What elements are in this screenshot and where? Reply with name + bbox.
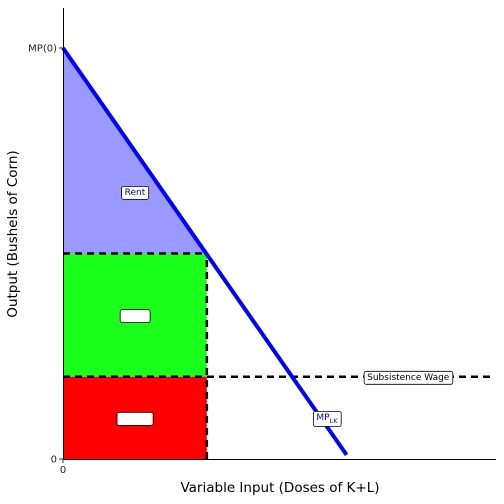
label-series-mp-subscript: LK: [330, 417, 339, 425]
label-rent-box: [121, 185, 150, 200]
label-wages: Wages: [116, 411, 154, 426]
label-series-mp-box: [312, 410, 342, 427]
y-tick-label: 0: [51, 455, 57, 466]
label-wages-text: Wages: [120, 414, 150, 424]
x-axis-title: Variable Input (Doses of K+L): [180, 480, 379, 496]
reference-lines: [63, 252, 495, 459]
label-series-mp: MPLK: [312, 410, 342, 427]
series-lines: [61, 46, 349, 457]
axes: [63, 8, 496, 460]
label-rent-text: Rent: [125, 188, 146, 198]
y-tick-label: MP(0): [28, 44, 57, 55]
label-wages-box: [116, 411, 154, 426]
label-subsistence-wage-text: Subsistence Wage: [367, 373, 450, 383]
x-tick-label: 0: [60, 465, 66, 476]
label-rent: Rent: [121, 185, 150, 200]
y-axis-title: Output (Bushels of Corn): [5, 150, 21, 317]
ticks: 0 MP(0) 0: [28, 44, 66, 477]
label-profit-text: Profit: [123, 311, 147, 321]
label-subsistence-wage-box: [363, 370, 454, 385]
label-subsistence-wage: Subsistence Wage: [363, 370, 454, 385]
labels: Rent Profit Wages MPLK Subsistence Wage: [116, 185, 454, 427]
series-line-mp: [61, 46, 349, 457]
label-profit: Profit: [119, 309, 151, 324]
label-profit-box: [119, 309, 151, 324]
